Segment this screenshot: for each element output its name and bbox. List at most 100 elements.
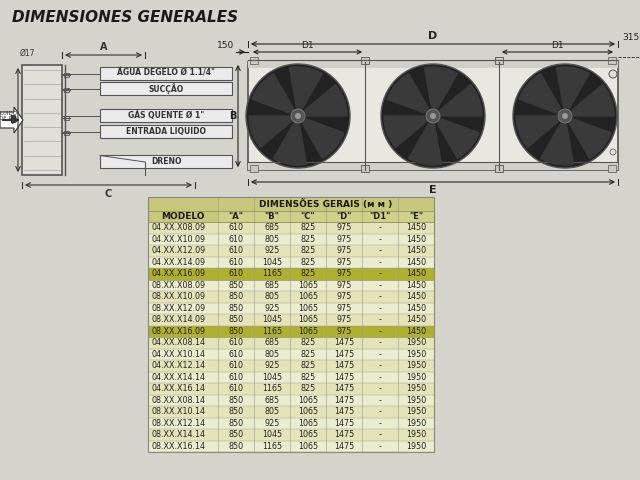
- Bar: [495, 57, 503, 64]
- Text: 08.XX.X08.09: 08.XX.X08.09: [152, 281, 206, 290]
- Text: ÁGUA DEGELO Ø 1.1/4": ÁGUA DEGELO Ø 1.1/4": [117, 69, 215, 78]
- Text: 925: 925: [264, 246, 280, 255]
- Text: D1: D1: [301, 41, 314, 50]
- Text: 825: 825: [300, 269, 316, 278]
- Text: 315: 315: [622, 33, 639, 42]
- Text: D: D: [428, 31, 438, 41]
- Polygon shape: [384, 116, 426, 147]
- Text: -: -: [379, 292, 381, 301]
- Text: 975: 975: [336, 327, 352, 336]
- Text: 975: 975: [336, 315, 352, 324]
- Text: 825: 825: [300, 373, 316, 382]
- Text: 610: 610: [228, 373, 243, 382]
- Text: 1045: 1045: [262, 373, 282, 382]
- Text: 1165: 1165: [262, 269, 282, 278]
- Text: 1065: 1065: [298, 315, 318, 324]
- Text: -: -: [379, 338, 381, 347]
- Bar: [608, 57, 616, 64]
- Bar: [100, 109, 232, 122]
- Text: 825: 825: [300, 384, 316, 393]
- Bar: [148, 197, 434, 211]
- Bar: [148, 429, 434, 441]
- Text: 850: 850: [228, 442, 244, 451]
- Bar: [148, 268, 434, 279]
- Polygon shape: [516, 116, 558, 147]
- Bar: [148, 279, 434, 291]
- Text: 1450: 1450: [406, 304, 426, 313]
- Text: 850: 850: [228, 281, 244, 290]
- Text: 1475: 1475: [334, 430, 354, 439]
- Bar: [250, 57, 258, 64]
- Text: 08.XX.X16.09: 08.XX.X16.09: [152, 327, 206, 336]
- Text: ENTRADA LIQUIDO: ENTRADA LIQUIDO: [126, 127, 206, 136]
- Text: 1450: 1450: [406, 246, 426, 255]
- Text: "C": "C": [301, 212, 316, 221]
- Text: DRENO: DRENO: [151, 157, 181, 166]
- Text: 08.XX.X10.09: 08.XX.X10.09: [152, 292, 206, 301]
- Bar: [148, 245, 434, 256]
- Bar: [148, 395, 434, 406]
- Text: 610: 610: [228, 223, 243, 232]
- Circle shape: [558, 109, 572, 123]
- Text: 1475: 1475: [334, 442, 354, 451]
- Text: C: C: [105, 189, 112, 199]
- Text: D1: D1: [551, 41, 564, 50]
- Text: -: -: [379, 246, 381, 255]
- Text: 850: 850: [228, 315, 244, 324]
- Text: 1475: 1475: [334, 361, 354, 370]
- Text: 04.XX.X16.09: 04.XX.X16.09: [152, 269, 206, 278]
- Text: 850: 850: [228, 292, 244, 301]
- Text: 975: 975: [336, 292, 352, 301]
- Text: "D": "D": [336, 212, 352, 221]
- Text: 04.XX.X12.09: 04.XX.X12.09: [152, 246, 206, 255]
- Text: 825: 825: [300, 258, 316, 267]
- Text: 925: 925: [264, 361, 280, 370]
- Text: 825: 825: [300, 361, 316, 370]
- Text: 850: 850: [228, 396, 244, 405]
- Text: 1065: 1065: [298, 407, 318, 416]
- Text: B: B: [228, 111, 236, 121]
- Polygon shape: [289, 67, 323, 108]
- Bar: [148, 222, 434, 233]
- Bar: [100, 125, 232, 138]
- Polygon shape: [557, 67, 589, 108]
- Text: -: -: [379, 350, 381, 359]
- Text: 1165: 1165: [262, 384, 282, 393]
- Bar: [608, 165, 616, 172]
- Text: 04.XX.X14.09: 04.XX.X14.09: [152, 258, 206, 267]
- Bar: [148, 406, 434, 418]
- Text: 610: 610: [228, 258, 243, 267]
- Text: 805: 805: [264, 235, 280, 244]
- Text: "E": "E": [409, 212, 423, 221]
- Text: 685: 685: [264, 396, 280, 405]
- Text: 975: 975: [336, 235, 352, 244]
- Bar: [22, 65, 62, 175]
- Text: 825: 825: [300, 223, 316, 232]
- Polygon shape: [273, 124, 307, 165]
- Text: DIMENSIONES GENERALES: DIMENSIONES GENERALES: [12, 10, 238, 25]
- Text: 850: 850: [228, 327, 244, 336]
- Text: 1450: 1450: [406, 281, 426, 290]
- Text: 1450: 1450: [406, 235, 426, 244]
- Text: -: -: [379, 223, 381, 232]
- Text: 1475: 1475: [334, 350, 354, 359]
- Text: 825: 825: [300, 246, 316, 255]
- Bar: [148, 314, 434, 325]
- Circle shape: [513, 64, 617, 168]
- Text: 825: 825: [300, 350, 316, 359]
- Text: 850: 850: [228, 304, 244, 313]
- Text: 850: 850: [228, 430, 244, 439]
- Text: "D1": "D1": [369, 212, 390, 221]
- Text: 1475: 1475: [334, 419, 354, 428]
- Text: 1450: 1450: [406, 223, 426, 232]
- Polygon shape: [424, 67, 458, 108]
- Text: -: -: [379, 407, 381, 416]
- Text: DIMENSÕES GERAIS (м м ): DIMENSÕES GERAIS (м м ): [259, 199, 392, 209]
- Text: 04.XX.X14.14: 04.XX.X14.14: [152, 373, 206, 382]
- Circle shape: [609, 70, 617, 78]
- Bar: [100, 67, 232, 80]
- Circle shape: [381, 64, 485, 168]
- Text: 610: 610: [228, 384, 243, 393]
- Text: 08.XX.X14.14: 08.XX.X14.14: [152, 430, 206, 439]
- Bar: [250, 165, 258, 172]
